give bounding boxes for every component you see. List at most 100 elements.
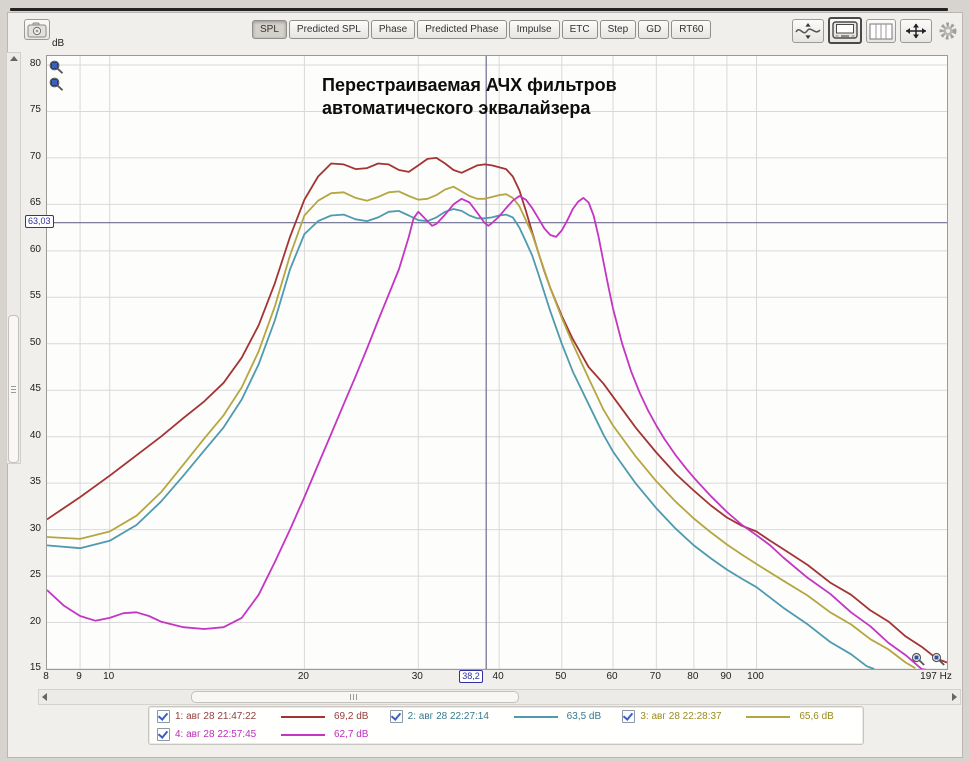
y-tick-label: 35 [29, 476, 41, 488]
legend-row-1: 1: авг 28 21:47:22 69,2 dB 2: авг 28 22:27… [149, 707, 863, 725]
legend-checkbox-4[interactable] [157, 728, 170, 741]
checkmark-icon [157, 710, 169, 721]
tab-predicted-phase[interactable]: Predicted Phase [417, 20, 507, 39]
vertical-scrollbar-thumb[interactable] [8, 315, 19, 463]
x-axis: 8 9 10 20 30 40 50 60 70 80 90 100 197 Hz [43, 671, 966, 685]
y-tick-label: 60 [29, 243, 41, 255]
y-axis: 80 75 70 65 60 55 50 45 40 35 30 25 20 15 [0, 0, 44, 762]
scroll-left-arrow-icon[interactable] [42, 693, 47, 701]
legend-entry-3: 3: авг 28 22:28:37 65,6 dB [622, 710, 855, 723]
tab-phase[interactable]: Phase [370, 20, 416, 39]
tab-step[interactable]: Step [599, 20, 637, 39]
x-tick-label: 197 Hz [920, 671, 952, 682]
legend-label: 4: авг 28 22:57:45 [175, 729, 257, 740]
tab-spl[interactable]: SPL [252, 20, 287, 39]
y-tick-label: 40 [29, 429, 41, 441]
x-tick-label: 80 [687, 671, 699, 682]
legend-spl-value: 65,6 dB [799, 711, 834, 722]
legend-spl-value: 62,7 dB [334, 729, 369, 740]
cursor-db-readout: 63,03 [25, 214, 54, 228]
scrollbar-grip-icon [11, 386, 16, 393]
y-axis-unit-label: dB [52, 38, 65, 49]
capture-graph-button[interactable] [24, 19, 50, 40]
legend-entry-4: 4: авг 28 22:57:45 62,7 dB [157, 728, 390, 741]
y-tick-label: 30 [29, 522, 41, 534]
x-tick-label: 70 [649, 671, 661, 682]
pan-zoom-button[interactable] [900, 19, 932, 43]
horizontal-scrollbar[interactable] [38, 689, 961, 705]
settings-gear-icon [939, 22, 957, 40]
pan-zoom-icon [906, 23, 926, 39]
curve-measurement-2 [47, 208, 875, 669]
chart-title-line1: Перестраиваемая АЧХ фильтров [322, 75, 617, 95]
x-tick-label: 90 [720, 671, 732, 682]
smoothing-icon [795, 23, 821, 39]
checkmark-icon [623, 710, 634, 721]
legend-entry-1: 1: авг 28 21:47:22 69,2 dB [157, 710, 390, 723]
tab-impulse[interactable]: Impulse [508, 20, 560, 39]
zoom-out-y-icon[interactable] [49, 77, 64, 92]
spl-graph-area[interactable] [46, 55, 948, 670]
tab-predicted-spl[interactable]: Predicted SPL [288, 20, 369, 39]
graph-tab-bar: SPL Predicted SPL Phase Predicted Phase Impu… [252, 20, 712, 39]
x-tick-label: 50 [555, 671, 567, 682]
x-tick-label: 20 [297, 671, 309, 682]
legend-color-swatch [513, 715, 558, 718]
legend-label: 1: авг 28 21:47:22 [175, 711, 257, 722]
legend-spl-value: 69,2 dB [334, 711, 369, 722]
zoom-in-x-icon[interactable] [911, 652, 926, 667]
smoothing-button[interactable] [792, 19, 824, 43]
y-tick-label: 55 [29, 290, 41, 302]
checkmark-icon [157, 728, 169, 739]
y-tick-label: 70 [29, 150, 41, 162]
frequency-bands-icon [869, 23, 893, 39]
chart-title-line2: автоматического эквалайзера [322, 98, 591, 118]
graph-display-icon [832, 21, 858, 39]
y-tick-label: 25 [29, 569, 41, 581]
x-tick-label: 9 [76, 671, 82, 682]
scroll-right-arrow-icon[interactable] [952, 693, 957, 701]
camera-icon [27, 22, 47, 37]
y-tick-label: 65 [29, 197, 41, 209]
legend-color-swatch [746, 715, 791, 718]
zoom-in-y-icon[interactable] [49, 60, 64, 75]
legend-checkbox-1[interactable] [157, 710, 170, 723]
vertical-scrollbar[interactable] [6, 52, 21, 464]
curve-measurement-4 [47, 195, 928, 669]
legend-color-swatch [281, 715, 325, 718]
y-tick-label: 20 [29, 615, 41, 627]
x-tick-label: 8 [43, 671, 49, 682]
legend-entry-2: 2: авг 28 22:27:14 63,5 dB [389, 710, 623, 723]
settings-button[interactable] [936, 19, 960, 43]
graph-display-button[interactable] [828, 17, 862, 44]
x-tick-label: 100 [747, 671, 764, 682]
zoom-out-x-icon[interactable] [931, 652, 946, 667]
legend-spl-value: 63,5 dB [566, 711, 602, 722]
y-tick-label: 15 [29, 662, 41, 673]
spl-chart [47, 56, 947, 669]
cursor-freq-readout: 38,2 [459, 670, 483, 683]
curve-measurement-1 [47, 157, 947, 664]
checkmark-icon [390, 710, 401, 721]
horizontal-scrollbar-thumb[interactable] [191, 691, 519, 703]
y-tick-label: 50 [29, 336, 41, 348]
tab-gd[interactable]: GD [638, 20, 670, 39]
legend-label: 3: авг 28 22:28:37 [640, 711, 722, 722]
x-tick-label: 10 [103, 671, 115, 682]
legend-checkbox-3[interactable] [622, 710, 636, 723]
x-tick-label: 30 [411, 671, 423, 682]
scrollbar-grip-icon [350, 694, 357, 700]
tab-etc[interactable]: ETC [561, 20, 598, 39]
x-tick-label: 40 [492, 671, 504, 682]
tab-rt60[interactable]: RT60 [671, 20, 712, 39]
x-tick-label: 60 [606, 671, 618, 682]
scroll-up-arrow-icon[interactable] [10, 56, 18, 61]
curve-measurement-3 [47, 185, 916, 669]
legend-label: 2: авг 28 22:27:14 [407, 711, 489, 722]
frequency-bands-button[interactable] [866, 19, 896, 43]
legend-checkbox-2[interactable] [389, 710, 403, 723]
window-top-divider [10, 8, 948, 11]
y-tick-label: 75 [29, 104, 41, 116]
y-tick-label: 45 [29, 383, 41, 395]
legend-row-2: 4: авг 28 22:57:45 62,7 dB [149, 725, 863, 743]
